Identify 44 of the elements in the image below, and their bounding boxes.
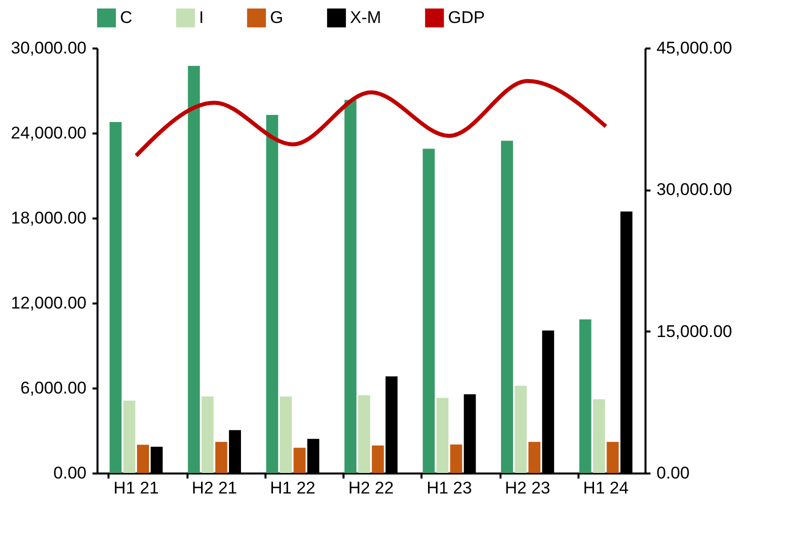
legend-label: C [120,8,132,27]
y-tick-label: 0.00 [53,464,86,482]
legend-label: GDP [448,8,485,27]
y2-tick-label: 0.00 [656,464,690,482]
bar [344,100,356,473]
x-tick-label: H2 23 [504,478,550,498]
bar [110,122,122,473]
y-tick-label: 30,000.00 [10,38,86,58]
x-tick-label: H1 21 [113,478,159,498]
x-tick-label: H1 22 [270,478,316,498]
bar [215,442,228,473]
x-tick-label: H1 23 [426,478,472,498]
bar [450,444,462,473]
bar [593,399,606,473]
bar [136,444,149,473]
bar [501,140,514,473]
bar [202,396,214,473]
x-tick-label: H1 24 [583,478,629,498]
bar [606,442,619,473]
bar [266,114,278,473]
legend-label: X-M [350,8,382,27]
y2-tick-label: 30,000.00 [656,180,732,200]
x-tick-label: H2 22 [348,478,394,498]
y2-tick-label: 15,000.00 [656,322,732,341]
bar [514,386,527,473]
y-tick-label: 6,000.00 [20,378,86,398]
legend-label: I [199,8,204,27]
legend-label: G [270,8,284,27]
y-tick-label: 24,000.00 [10,124,86,142]
bar [294,448,306,473]
bar [188,66,200,473]
bar [372,446,384,473]
bar [528,442,540,473]
bar [579,319,592,473]
bar [280,396,292,473]
bar [436,398,448,473]
bar [358,395,370,473]
y2-tick-label: 45,000.00 [656,38,732,58]
bar [123,400,136,473]
y-tick-label: 12,000.00 [10,294,86,312]
line-series [134,79,608,158]
y-tick-label: 18,000.00 [10,208,86,228]
bar [422,148,435,473]
x-tick-label: H2 21 [192,478,238,498]
